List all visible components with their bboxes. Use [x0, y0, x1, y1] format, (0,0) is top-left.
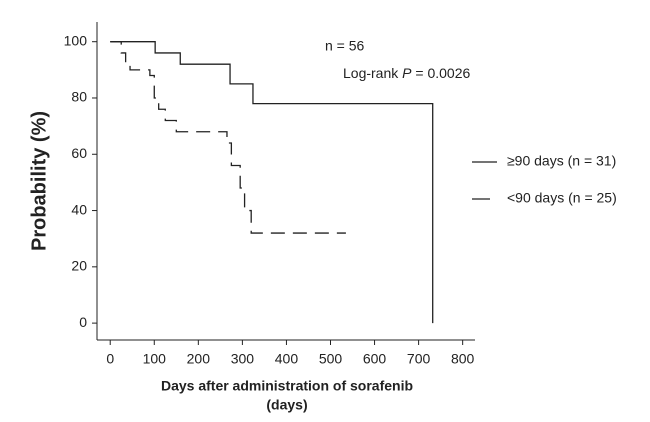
annotation-part: Log-rank	[343, 65, 402, 81]
legend-label: <90 days (n = 25)	[507, 190, 617, 206]
y-tick-label: 100	[64, 32, 88, 48]
annotation: n = 56	[325, 38, 365, 54]
y-axis-label: Probability (%)	[28, 111, 50, 251]
annotation-part: = 0.0026	[412, 65, 471, 81]
x-tick-label: 500	[319, 351, 343, 367]
x-axis-label: Days after administration of sorafenib	[161, 378, 413, 394]
x-tick-label: 200	[187, 351, 211, 367]
y-tick-label: 60	[71, 145, 87, 161]
km-curve	[110, 41, 346, 234]
annotation-part: P	[402, 65, 412, 81]
y-tick-label: 0	[79, 314, 87, 330]
annotation: Log-rank P = 0.0026	[343, 65, 470, 81]
x-tick-label: 300	[231, 351, 255, 367]
y-tick-label: 80	[71, 89, 87, 105]
x-tick-label: 800	[451, 351, 475, 367]
x-axis-label: (days)	[266, 397, 307, 413]
x-tick-label: 100	[143, 351, 167, 367]
x-tick-label: 400	[275, 351, 299, 367]
y-tick-label: 40	[71, 201, 87, 217]
y-tick-label: 20	[71, 258, 87, 274]
km-curve	[110, 41, 434, 324]
legend-label: ≥90 days (n = 31)	[507, 153, 616, 169]
x-tick-label: 700	[407, 351, 431, 367]
x-tick-label: 0	[106, 351, 114, 367]
x-tick-label: 600	[363, 351, 387, 367]
